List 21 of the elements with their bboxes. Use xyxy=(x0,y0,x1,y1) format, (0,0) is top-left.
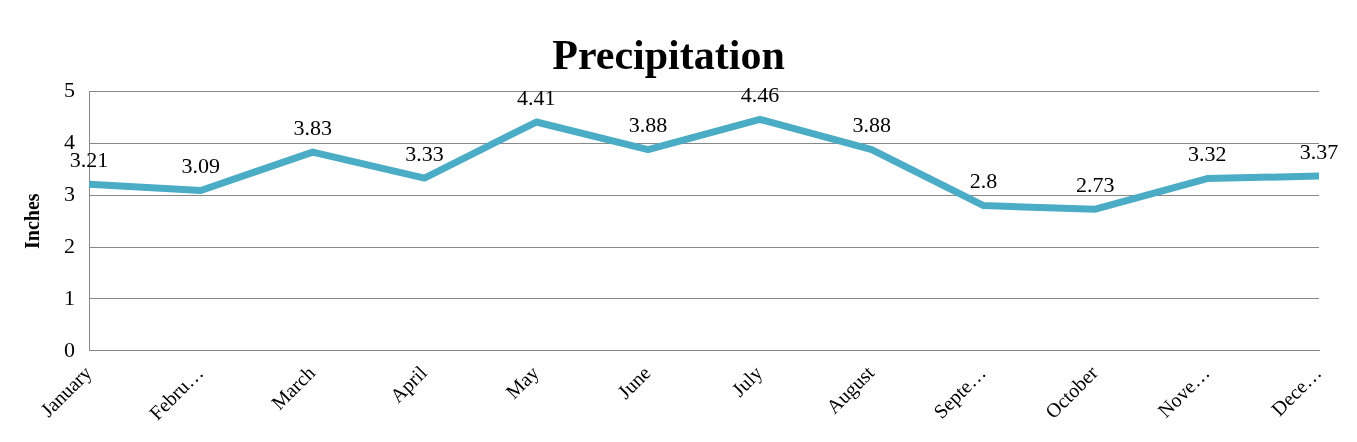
y-tick-label: 2 xyxy=(64,232,75,258)
x-tick-label: May xyxy=(501,361,544,404)
data-label: 3.88 xyxy=(852,112,891,138)
x-tick-label: June xyxy=(613,361,655,403)
y-tick-label: 5 xyxy=(64,77,75,103)
x-tick-label: July xyxy=(727,361,768,402)
data-label: 3.88 xyxy=(628,112,668,138)
data-label: 4.46 xyxy=(740,82,780,108)
chart-title: Precipitation xyxy=(552,32,785,79)
data-label: 3.37 xyxy=(1299,138,1339,164)
data-label: 3.33 xyxy=(405,140,444,166)
data-label: 4.41 xyxy=(517,84,556,110)
data-label: 2.8 xyxy=(969,168,998,194)
data-label: 3.09 xyxy=(181,153,221,179)
y-tick-label: 0 xyxy=(64,336,75,362)
y-tick-label: 3 xyxy=(64,180,75,206)
y-tick-label: 1 xyxy=(64,284,75,310)
y-axis-title: Inches xyxy=(21,193,44,249)
data-label: 3.83 xyxy=(293,114,332,140)
data-label: 3.32 xyxy=(1187,141,1227,167)
data-label: 2.73 xyxy=(1076,171,1115,197)
